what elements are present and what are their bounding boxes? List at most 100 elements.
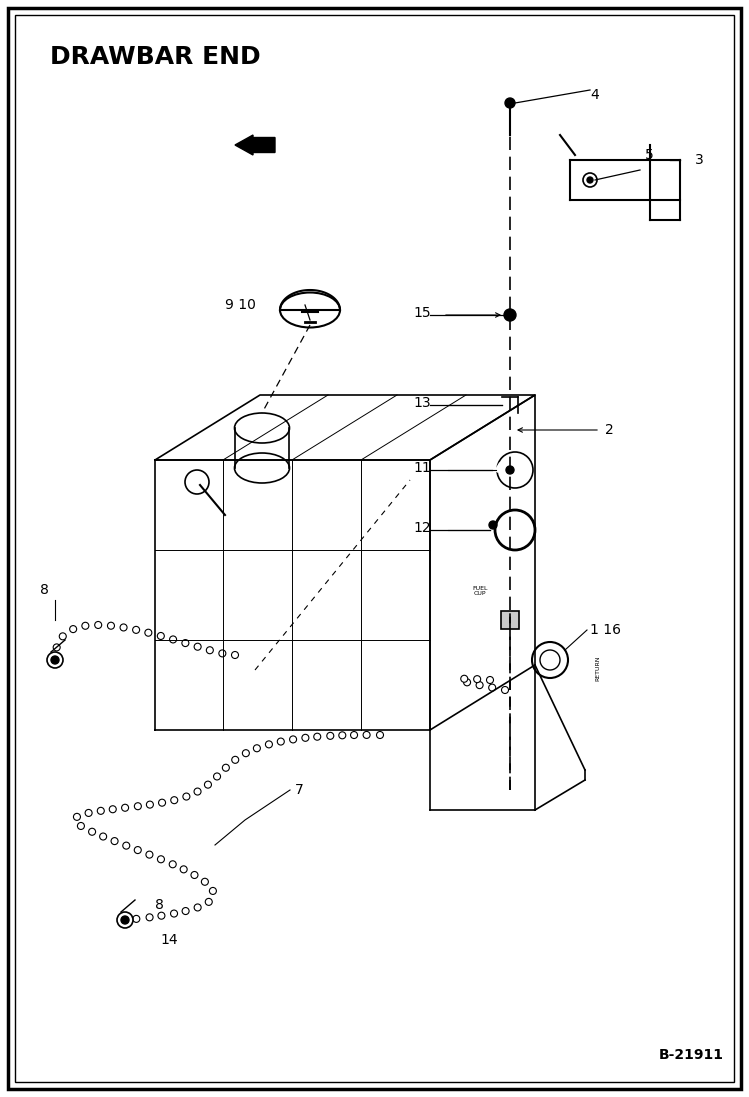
Circle shape xyxy=(488,685,496,691)
Circle shape xyxy=(201,879,208,885)
Text: 4: 4 xyxy=(590,88,598,102)
FancyArrow shape xyxy=(235,135,275,155)
Circle shape xyxy=(52,656,58,664)
Text: B-21911: B-21911 xyxy=(659,1048,724,1062)
Circle shape xyxy=(476,681,483,689)
Circle shape xyxy=(157,633,164,640)
Circle shape xyxy=(123,842,130,849)
Circle shape xyxy=(587,177,593,183)
Circle shape xyxy=(121,916,129,924)
Text: 1 16: 1 16 xyxy=(590,623,621,637)
Circle shape xyxy=(213,773,220,780)
Circle shape xyxy=(182,640,189,646)
Circle shape xyxy=(194,788,201,795)
Circle shape xyxy=(204,781,211,788)
Text: 15: 15 xyxy=(413,306,431,320)
Circle shape xyxy=(505,98,515,108)
Circle shape xyxy=(121,804,129,812)
Circle shape xyxy=(157,856,165,862)
Circle shape xyxy=(51,656,59,664)
Circle shape xyxy=(231,652,238,658)
Circle shape xyxy=(100,833,106,840)
Text: 11: 11 xyxy=(413,461,431,475)
Circle shape xyxy=(182,907,189,915)
Circle shape xyxy=(489,521,497,529)
Text: 8: 8 xyxy=(155,898,164,912)
Circle shape xyxy=(146,801,154,808)
Circle shape xyxy=(73,813,80,821)
Text: DRAWBAR END: DRAWBAR END xyxy=(50,45,261,69)
Circle shape xyxy=(222,765,229,771)
Circle shape xyxy=(243,749,249,757)
Circle shape xyxy=(88,828,96,835)
Circle shape xyxy=(302,734,309,742)
Circle shape xyxy=(363,732,370,738)
Circle shape xyxy=(53,644,60,651)
Circle shape xyxy=(502,687,509,693)
Circle shape xyxy=(277,738,285,745)
Text: 5: 5 xyxy=(645,148,654,162)
Text: 3: 3 xyxy=(695,152,704,167)
Circle shape xyxy=(120,624,127,631)
Circle shape xyxy=(487,677,494,683)
Circle shape xyxy=(146,851,153,858)
Circle shape xyxy=(97,807,104,814)
Text: RETURN: RETURN xyxy=(595,656,600,681)
Circle shape xyxy=(210,887,216,894)
Circle shape xyxy=(219,649,226,657)
Circle shape xyxy=(461,676,468,682)
Circle shape xyxy=(134,803,142,810)
Circle shape xyxy=(206,647,213,654)
Circle shape xyxy=(133,915,140,923)
Circle shape xyxy=(59,633,66,640)
Circle shape xyxy=(77,823,85,829)
Circle shape xyxy=(194,643,201,651)
Circle shape xyxy=(327,733,334,739)
Circle shape xyxy=(504,309,516,321)
Circle shape xyxy=(117,912,133,928)
Circle shape xyxy=(351,732,357,738)
Circle shape xyxy=(231,756,239,764)
Circle shape xyxy=(171,911,178,917)
Text: 12: 12 xyxy=(413,521,431,535)
Circle shape xyxy=(265,740,273,748)
Circle shape xyxy=(171,796,178,804)
Text: FUEL
CUP: FUEL CUP xyxy=(473,586,488,596)
Circle shape xyxy=(85,810,92,816)
Circle shape xyxy=(506,466,514,474)
Circle shape xyxy=(145,630,152,636)
Circle shape xyxy=(107,622,115,630)
Circle shape xyxy=(194,904,201,911)
Circle shape xyxy=(290,736,297,743)
Circle shape xyxy=(158,913,165,919)
Text: 14: 14 xyxy=(160,934,178,947)
Circle shape xyxy=(191,871,198,879)
Circle shape xyxy=(473,676,481,682)
Circle shape xyxy=(169,861,176,868)
Circle shape xyxy=(94,622,102,629)
Circle shape xyxy=(47,652,63,668)
Text: 8: 8 xyxy=(40,583,49,597)
Circle shape xyxy=(183,793,190,800)
Circle shape xyxy=(109,805,116,813)
Circle shape xyxy=(159,800,166,806)
Circle shape xyxy=(121,916,129,924)
Text: 2: 2 xyxy=(605,423,613,437)
Circle shape xyxy=(70,625,76,633)
Text: 9 10: 9 10 xyxy=(225,298,256,312)
Circle shape xyxy=(464,679,470,686)
Circle shape xyxy=(181,866,187,873)
Text: 13: 13 xyxy=(413,396,431,410)
Circle shape xyxy=(339,732,346,738)
Bar xyxy=(501,611,519,629)
Circle shape xyxy=(133,626,139,633)
Circle shape xyxy=(146,914,153,920)
Circle shape xyxy=(82,622,89,630)
Circle shape xyxy=(134,847,142,853)
Circle shape xyxy=(169,636,177,643)
Circle shape xyxy=(205,898,212,905)
Circle shape xyxy=(111,838,118,845)
Circle shape xyxy=(377,732,383,738)
Text: 7: 7 xyxy=(295,783,304,798)
Circle shape xyxy=(314,733,321,740)
